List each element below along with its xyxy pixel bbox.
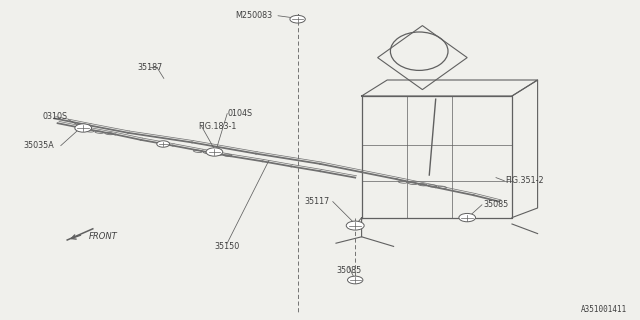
Text: 0310S: 0310S [42, 112, 67, 121]
Circle shape [157, 141, 170, 147]
Text: 35150: 35150 [214, 242, 240, 251]
Text: M250083: M250083 [235, 12, 272, 20]
Circle shape [459, 213, 476, 222]
Circle shape [346, 221, 364, 230]
Text: A351001411: A351001411 [581, 305, 627, 314]
Text: FRONT: FRONT [88, 232, 117, 241]
Text: FIG.351-2: FIG.351-2 [506, 176, 544, 185]
Text: 35035A: 35035A [24, 141, 54, 150]
Text: FIG.183-1: FIG.183-1 [198, 122, 237, 131]
Circle shape [348, 276, 363, 284]
Text: 0104S: 0104S [227, 109, 252, 118]
Circle shape [206, 148, 223, 156]
Circle shape [75, 124, 92, 132]
Text: 35187: 35187 [138, 63, 163, 72]
Circle shape [290, 15, 305, 23]
Text: 35085: 35085 [336, 266, 362, 275]
Text: 35117: 35117 [305, 197, 330, 206]
Text: 35085: 35085 [483, 200, 508, 209]
